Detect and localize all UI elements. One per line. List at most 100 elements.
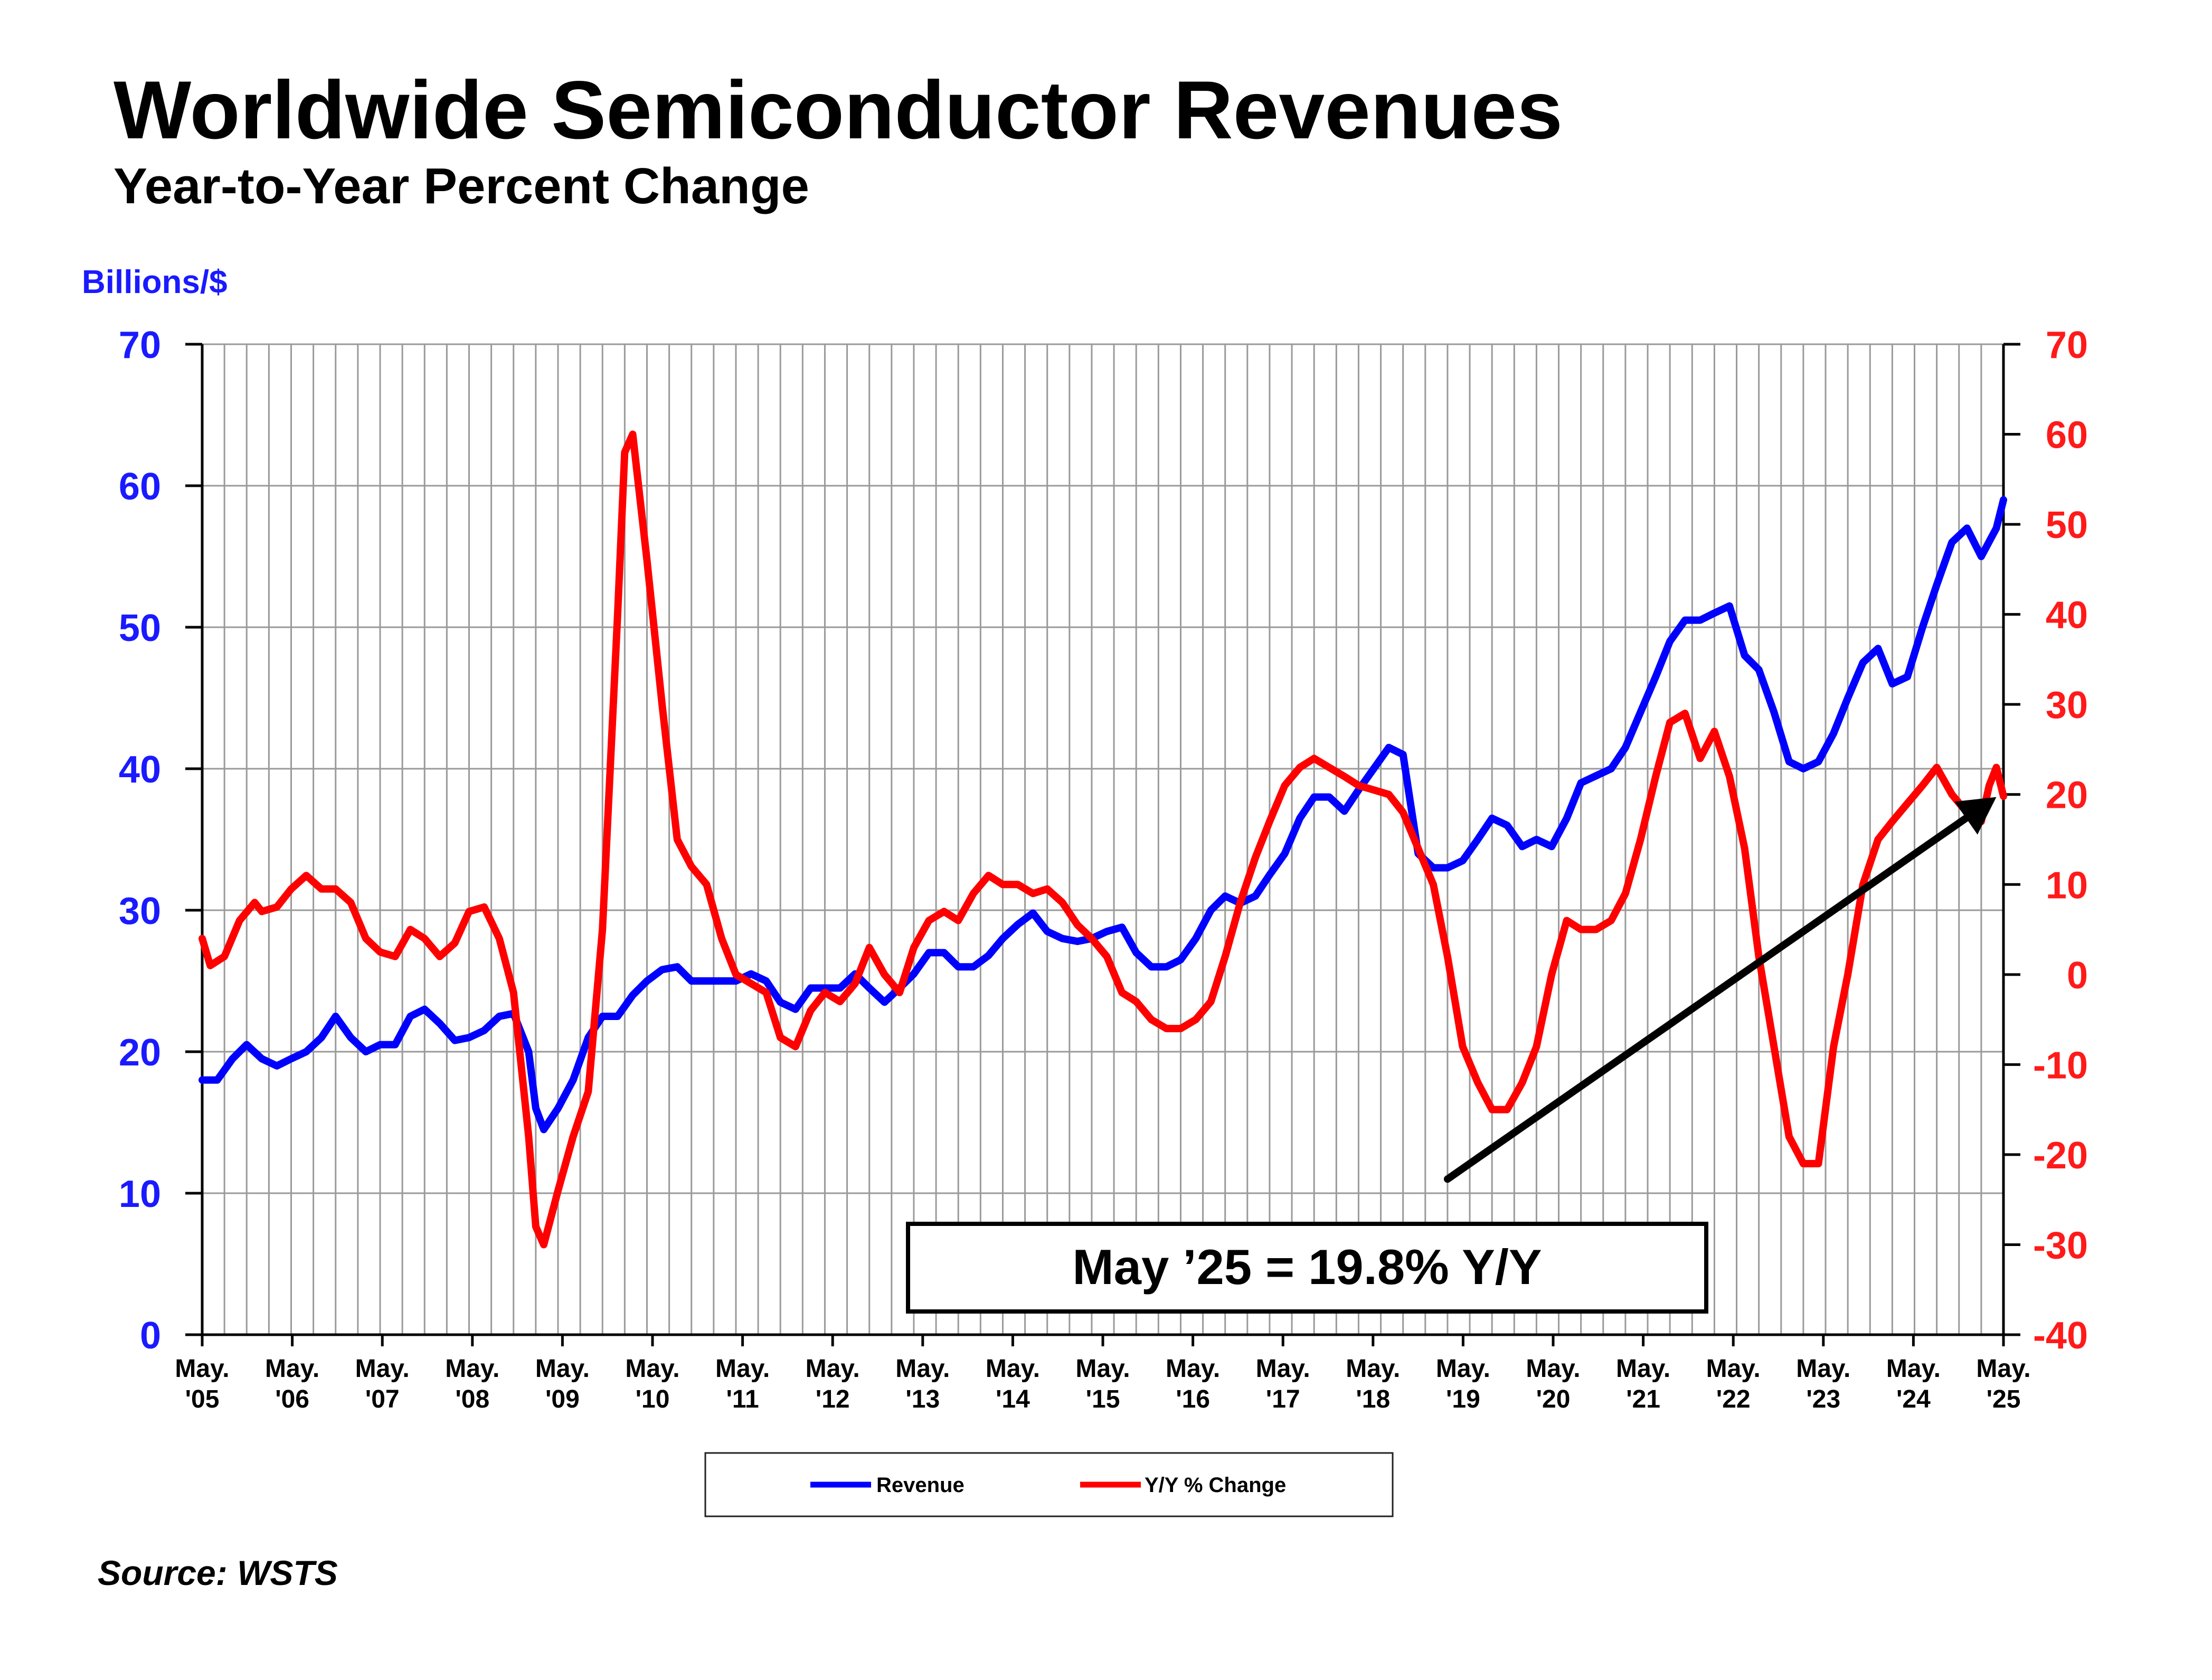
right-tick-label: 20 bbox=[2046, 775, 2088, 817]
left-tick-label: 50 bbox=[119, 607, 161, 649]
x-tick-label-year: '25 bbox=[1987, 1385, 2021, 1413]
annotation-text: May ’25 = 19.8% Y/Y bbox=[1072, 1239, 1542, 1295]
chart-title: Worldwide Semiconductor Revenues bbox=[114, 64, 1563, 156]
x-tick-label-month: May. bbox=[986, 1355, 1040, 1383]
x-tick: May.'13 bbox=[895, 1335, 950, 1413]
annotation-box bbox=[906, 1222, 1708, 1314]
right-tick-label: 30 bbox=[2046, 684, 2088, 726]
x-tick: May.'07 bbox=[355, 1335, 410, 1413]
x-tick-label-year: '05 bbox=[185, 1385, 220, 1413]
trend-arrow-line bbox=[1443, 814, 1970, 1183]
x-tick-label-year: '13 bbox=[905, 1385, 940, 1413]
x-tick-label-year: '24 bbox=[1896, 1385, 1931, 1413]
x-tick-label-month: May. bbox=[265, 1355, 319, 1383]
x-tick-label-year: '22 bbox=[1716, 1385, 1751, 1413]
x-tick: May.'21 bbox=[1616, 1335, 1670, 1413]
left-tick-label: 70 bbox=[119, 324, 161, 366]
x-axis-ticks: May.'05May.'06May.'07May.'08May.'09May.'… bbox=[175, 1335, 2031, 1413]
x-tick: May.'20 bbox=[1526, 1335, 1581, 1413]
x-tick-label-year: '23 bbox=[1806, 1385, 1840, 1413]
right-tick-label: 60 bbox=[2046, 414, 2088, 457]
trend-arrow-head bbox=[1954, 797, 1997, 835]
x-tick-label-month: May. bbox=[1075, 1355, 1130, 1383]
x-tick: May.'22 bbox=[1706, 1335, 1761, 1413]
x-tick: May.'25 bbox=[1976, 1335, 2031, 1413]
left-tick-label: 20 bbox=[119, 1032, 161, 1074]
x-tick: May.'15 bbox=[1075, 1335, 1130, 1413]
x-tick: May.'09 bbox=[535, 1335, 590, 1413]
x-tick-label-month: May. bbox=[895, 1355, 950, 1383]
right-tick-label: -30 bbox=[2033, 1224, 2088, 1267]
legend-entry-yy-change: Y/Y % Change bbox=[1080, 1474, 1286, 1497]
x-tick-label-month: May. bbox=[1976, 1355, 2030, 1383]
x-tick-label-year: '17 bbox=[1266, 1385, 1300, 1413]
x-tick-label-year: '09 bbox=[545, 1385, 580, 1413]
x-tick-label-month: May. bbox=[1526, 1355, 1580, 1383]
left-axis-ticks: 0 10 20 30 40 50 60 70 bbox=[119, 324, 202, 1357]
x-tick-label-year: '06 bbox=[275, 1385, 309, 1413]
x-tick-label-year: '20 bbox=[1536, 1385, 1571, 1413]
x-tick-label-month: May. bbox=[535, 1355, 590, 1383]
x-tick-label-year: '11 bbox=[726, 1385, 759, 1413]
x-tick: May.'12 bbox=[806, 1335, 860, 1413]
legend-box bbox=[704, 1452, 1394, 1517]
right-tick-label: 40 bbox=[2046, 594, 2088, 637]
x-tick: May.'06 bbox=[265, 1335, 319, 1413]
plot-area bbox=[202, 344, 2003, 1335]
x-tick-label-year: '10 bbox=[636, 1385, 670, 1413]
legend-entry-revenue: Revenue bbox=[810, 1474, 965, 1497]
series-layer bbox=[198, 430, 2007, 1249]
right-tick-label: 10 bbox=[2046, 864, 2088, 907]
right-tick-label: -40 bbox=[2033, 1315, 2088, 1357]
x-tick: May.'08 bbox=[445, 1335, 499, 1413]
series-line-yy-change bbox=[198, 430, 2007, 1249]
left-tick-label: 30 bbox=[119, 890, 161, 932]
x-tick: May.'18 bbox=[1346, 1335, 1400, 1413]
x-tick-label-year: '15 bbox=[1086, 1385, 1120, 1413]
x-tick: May.'11 bbox=[715, 1335, 770, 1413]
x-tick-label-year: '12 bbox=[816, 1385, 850, 1413]
x-tick-label-month: May. bbox=[1436, 1355, 1490, 1383]
right-tick-label: 50 bbox=[2046, 504, 2088, 546]
right-axis-ticks: -40 -30 -20 -10 0 10 20 30 40 50 60 70 bbox=[2003, 324, 2088, 1357]
x-tick-label-month: May. bbox=[445, 1355, 499, 1383]
left-tick-label: 60 bbox=[119, 466, 161, 508]
x-tick-label-month: May. bbox=[175, 1355, 229, 1383]
x-tick: May.'16 bbox=[1166, 1335, 1220, 1413]
right-tick-label: 70 bbox=[2046, 324, 2088, 366]
x-tick-label-month: May. bbox=[1796, 1355, 1850, 1383]
chart-subtitle: Year-to-Year Percent Change bbox=[114, 158, 809, 214]
x-tick-label-month: May. bbox=[806, 1355, 860, 1383]
x-tick-label-month: May. bbox=[1706, 1355, 1761, 1383]
x-tick: May.'19 bbox=[1436, 1335, 1490, 1413]
x-tick: May.'05 bbox=[175, 1335, 230, 1413]
x-tick-label-year: '18 bbox=[1356, 1385, 1390, 1413]
x-tick: May.'17 bbox=[1256, 1335, 1310, 1413]
x-tick: May.'14 bbox=[986, 1335, 1040, 1413]
grid bbox=[201, 343, 2005, 1336]
series-line-revenue bbox=[198, 496, 2007, 1134]
x-tick-label-month: May. bbox=[355, 1355, 410, 1383]
x-tick-label-month: May. bbox=[1256, 1355, 1310, 1383]
right-tick-label: -10 bbox=[2033, 1044, 2088, 1087]
left-tick-label: 0 bbox=[140, 1315, 161, 1357]
x-tick-label-year: '14 bbox=[996, 1385, 1030, 1413]
x-tick-label-month: May. bbox=[1616, 1355, 1670, 1383]
x-tick-label-month: May. bbox=[625, 1355, 679, 1383]
x-tick-label-year: '07 bbox=[365, 1385, 400, 1413]
x-tick-label-month: May. bbox=[1346, 1355, 1400, 1383]
x-tick-label-month: May. bbox=[715, 1355, 770, 1383]
x-tick-label-year: '16 bbox=[1176, 1385, 1210, 1413]
left-tick-label: 10 bbox=[119, 1173, 161, 1215]
legend-label-revenue: Revenue bbox=[876, 1474, 965, 1497]
annotations bbox=[1443, 797, 1997, 1183]
x-tick: May.'10 bbox=[625, 1335, 680, 1413]
left-tick-label: 40 bbox=[119, 749, 161, 791]
x-tick-label-year: '08 bbox=[455, 1385, 489, 1413]
left-axis-label: Billions/$ bbox=[82, 264, 228, 300]
legend-label-yy-change: Y/Y % Change bbox=[1145, 1474, 1286, 1497]
x-tick: May.'24 bbox=[1886, 1335, 1941, 1413]
source-note: Source: WSTS bbox=[98, 1553, 338, 1592]
x-tick: May.'23 bbox=[1796, 1335, 1850, 1413]
